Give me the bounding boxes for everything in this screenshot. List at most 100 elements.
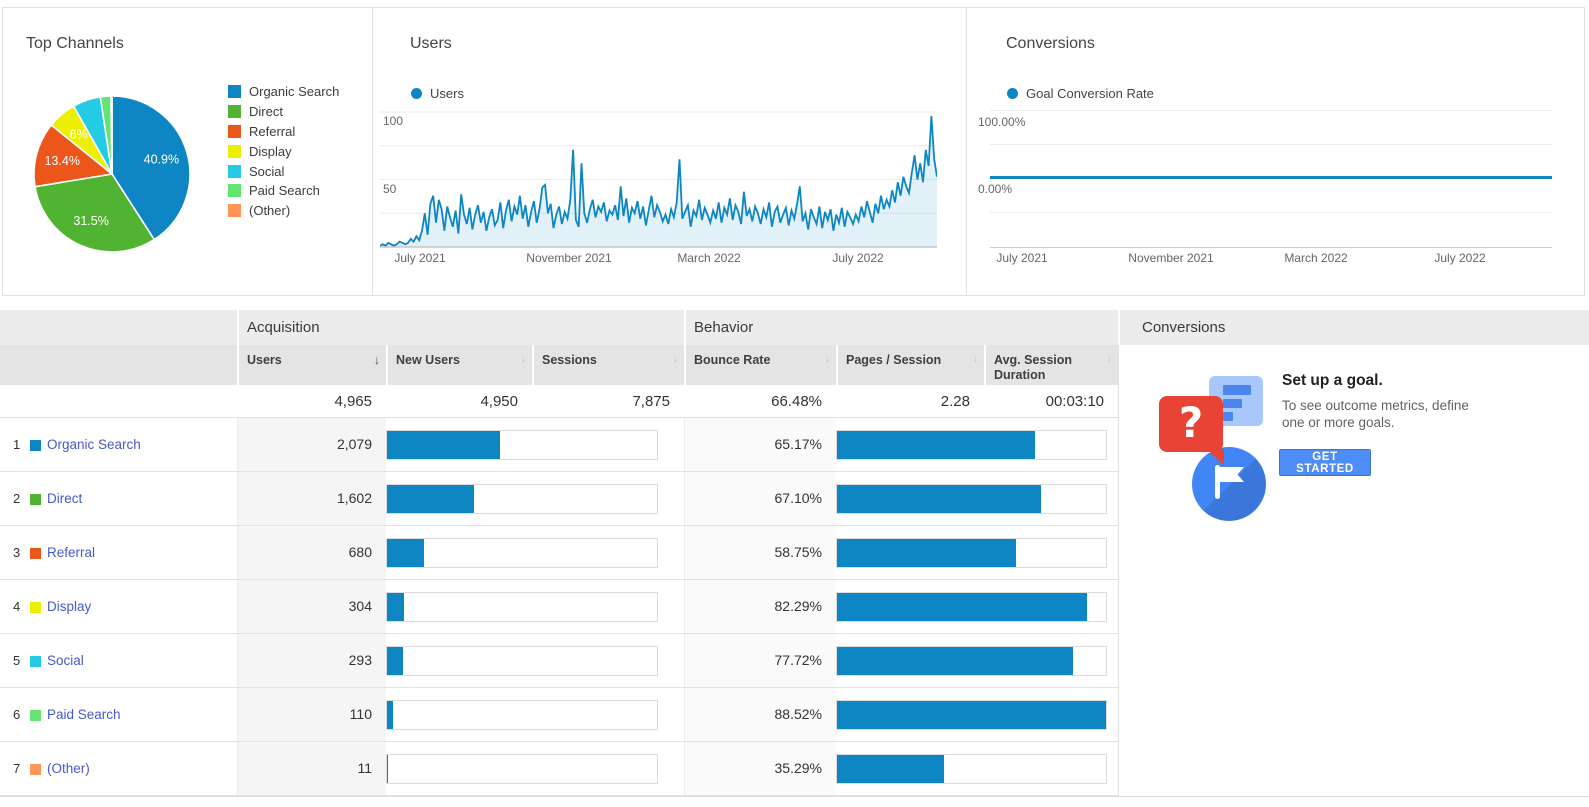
legend-item: Organic Search [228,82,339,102]
pie-legend: Organic Search Direct Referral Display S… [228,82,339,221]
sort-icon[interactable]: ↓ [1106,353,1113,365]
channel-link[interactable]: (Other) [47,761,90,776]
group-label: Acquisition [247,319,320,336]
col-header-sessions[interactable]: Sessions ↓ [534,345,684,385]
bounce-bar [836,754,1107,784]
col-label: Users [247,353,282,367]
channel-color-chip [30,710,41,721]
legend-label: (Other) [249,203,291,219]
users-value: 11 [357,760,372,776]
group-label: Behavior [694,319,754,336]
sort-icon[interactable]: ↓ [824,353,831,365]
users-xtick: July 2022 [832,251,884,265]
users-cell: 110 [237,688,386,741]
table-row: 4 Display 304 82.29% [0,580,1118,634]
col-label: Bounce Rate [694,353,771,367]
channel-link[interactable]: Paid Search [47,707,121,722]
svg-text:6%: 6% [70,128,88,142]
col-header-bounce-rate[interactable]: Bounce Rate ↓ [686,345,836,385]
sort-icon[interactable]: ↓ [972,353,979,365]
users-bar [386,430,658,460]
gridline [990,110,1552,111]
col-label: Sessions [542,353,597,367]
group-label: Conversions [1142,319,1226,336]
table-row: 1 Organic Search 2,079 65.17% [0,418,1118,472]
svg-text:31.5%: 31.5% [73,214,108,228]
users-legend-label: Users [430,86,464,101]
col-label: New Users [396,353,460,367]
col-header-users[interactable]: Users ↓ [239,345,386,385]
sort-icon[interactable]: ↓ [672,353,679,365]
legend-swatch [228,124,241,138]
users-value: 2,079 [336,436,372,452]
col-header-pages-session[interactable]: Pages / Session ↓ [838,345,984,385]
col-label: Avg. Session Duration [994,353,1073,382]
legend-item: Paid Search [228,181,339,201]
users-bar [386,592,658,622]
legend-swatch [228,144,241,158]
table-row: 5 Social 293 77.72% [0,634,1118,688]
sort-icon[interactable]: ↓ [520,353,527,365]
card-divider [966,8,967,295]
bounce-cell: 58.75% [684,526,836,579]
users-bar [386,484,658,514]
row-number: 6 [13,707,21,722]
channel-link[interactable]: Referral [47,545,96,560]
legend-swatch [228,204,241,218]
gridline [990,212,1552,213]
conv-ytick-0: 0.00% [978,182,1013,196]
legend-item: Display [228,141,339,161]
users-cell: 11 [237,742,386,795]
col-header-avg-session-duration[interactable]: Avg. Session Duration ↓ [986,345,1118,385]
legend-label: Referral [249,123,296,139]
conversions-card-title: Conversions [1006,35,1095,52]
channel-link[interactable]: Social [47,653,84,668]
channel-color-chip [30,764,41,775]
legend-item: Direct [228,102,339,122]
channel-color-chip [30,656,41,667]
question-bubble-icon: ? [1159,396,1223,452]
legend-swatch [228,85,241,99]
users-bar [386,754,658,784]
setup-goal-description: To see outcome metrics, define one or mo… [1282,398,1469,430]
channel-link[interactable]: Organic Search [47,437,141,452]
bounce-cell: 77.72% [684,634,836,687]
bounce-bar [836,484,1107,514]
total-sessions: 7,875 [632,393,670,410]
conv-xtick: July 2022 [1434,251,1486,265]
bounce-cell: 82.29% [684,580,836,633]
sort-desc-icon[interactable]: ↓ [374,353,380,367]
legend-swatch [228,184,241,198]
col-header-new-users[interactable]: New Users ↓ [388,345,532,385]
users-legend: Users [411,86,464,101]
legend-label: Organic Search [249,84,340,100]
get-started-button[interactable]: GET STARTED [1279,449,1371,476]
legend-swatch [228,105,241,119]
channel-link[interactable]: Display [47,599,92,614]
users-cell: 1,602 [237,472,386,525]
setup-goal-heading: Set up a goal. [1282,372,1383,389]
legend-label: Direct [249,104,283,120]
conv-xtick: November 2021 [1128,251,1214,265]
channel-link[interactable]: Direct [47,491,83,506]
legend-label: Paid Search [249,183,320,199]
users-card-title: Users [410,35,452,52]
users-cell: 304 [237,580,386,633]
bounce-value: 88.52% [774,706,822,722]
col-label: Pages / Session [846,353,942,367]
users-value: 293 [348,652,372,668]
total-new-users: 4,950 [480,393,518,410]
question-bubble-tail-icon [1207,449,1224,466]
flag-circle-icon [1192,447,1266,521]
users-xtick: March 2022 [677,251,741,265]
series-dot-icon [1007,88,1018,99]
goal-conversion-flat-line [990,176,1552,179]
users-cell: 2,079 [237,418,386,471]
bounce-bar [836,430,1107,460]
bounce-cell: 67.10% [684,472,836,525]
x-axis-line [990,247,1552,248]
conversions-legend: Goal Conversion Rate [1007,86,1154,101]
svg-text:13.4%: 13.4% [44,154,79,168]
row-number: 5 [13,653,21,668]
document-icon [1209,376,1263,426]
